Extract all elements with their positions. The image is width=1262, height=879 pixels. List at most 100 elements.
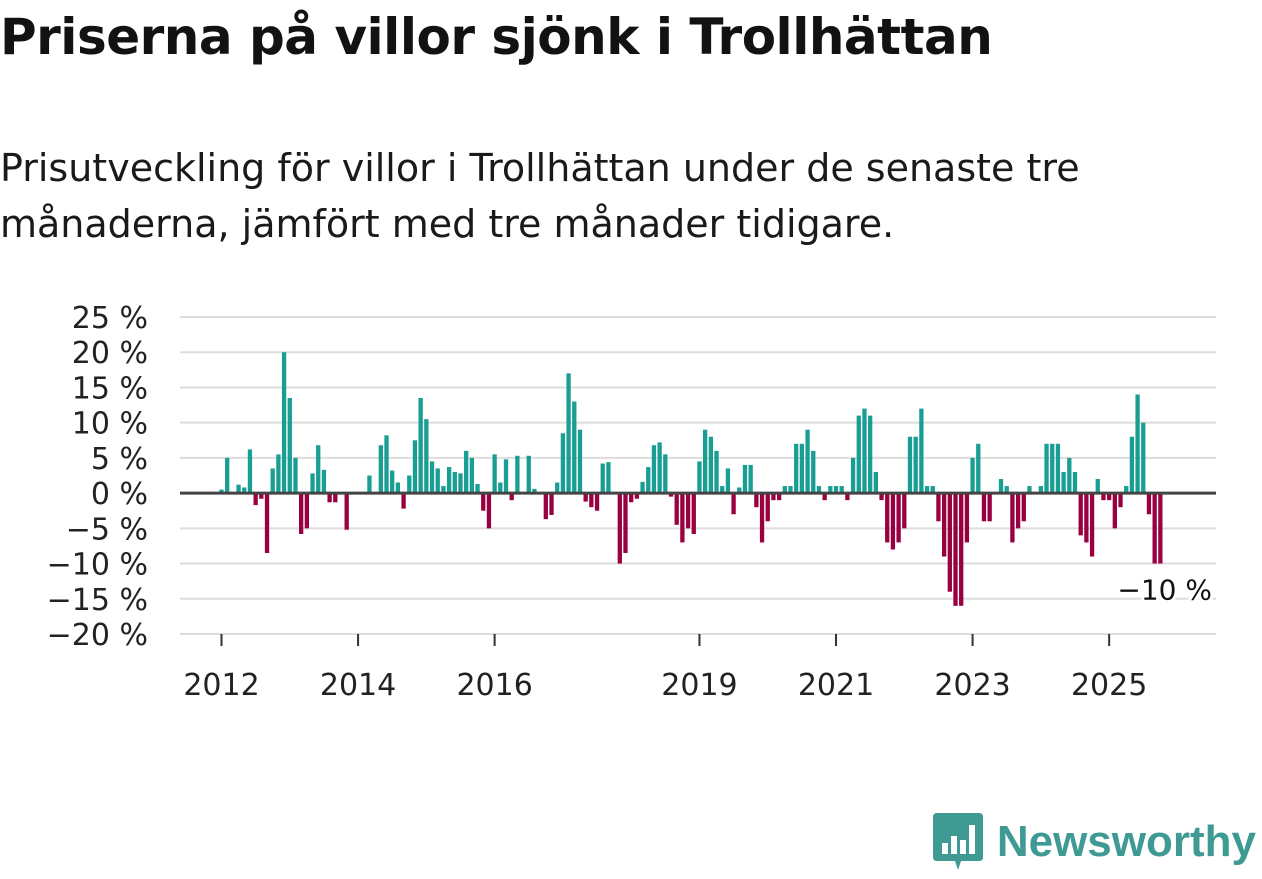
bar bbox=[1038, 486, 1044, 494]
bar bbox=[936, 493, 941, 522]
x-tick-label: 2019 bbox=[661, 668, 737, 703]
bar bbox=[242, 487, 247, 494]
bar bbox=[879, 493, 884, 501]
bar bbox=[748, 464, 753, 494]
bar bbox=[492, 454, 497, 494]
bar bbox=[333, 493, 338, 503]
bar bbox=[1004, 486, 1009, 494]
y-tick-label: 10 % bbox=[72, 407, 148, 442]
y-tick-label: 15 % bbox=[72, 371, 148, 406]
bar bbox=[794, 443, 799, 494]
bar bbox=[811, 450, 816, 494]
bar bbox=[1141, 422, 1146, 494]
bar bbox=[281, 352, 287, 494]
bar bbox=[446, 467, 452, 494]
y-tick-label: −5 % bbox=[66, 512, 148, 547]
x-tick-label: 2023 bbox=[934, 668, 1010, 703]
bar bbox=[606, 462, 611, 494]
bar bbox=[1112, 493, 1117, 529]
x-tick-label: 2025 bbox=[1071, 668, 1147, 703]
bar bbox=[828, 486, 833, 494]
bar bbox=[651, 445, 657, 494]
bar bbox=[469, 457, 475, 494]
bar bbox=[1084, 493, 1089, 543]
x-axis: 2012 2014 2016 2019 2021 2023 2025 bbox=[180, 491, 1216, 703]
bar bbox=[1089, 493, 1095, 557]
bar bbox=[264, 493, 270, 553]
brand-name: Newsworthy bbox=[996, 817, 1256, 866]
bar bbox=[401, 493, 406, 509]
bar bbox=[594, 493, 600, 511]
bar bbox=[862, 408, 867, 494]
bar bbox=[913, 436, 918, 494]
bar bbox=[481, 493, 486, 511]
bar bbox=[833, 486, 839, 494]
bar bbox=[623, 493, 628, 553]
bar bbox=[276, 454, 281, 494]
bar bbox=[725, 468, 731, 494]
bar bbox=[765, 493, 770, 522]
bar bbox=[247, 449, 253, 494]
bar-chart: 25 %20 %15 %10 %5 %0 %−5 %−10 %−15 %−20 … bbox=[47, 301, 1216, 703]
bar bbox=[640, 481, 645, 494]
bar bbox=[941, 493, 947, 557]
bar bbox=[1010, 493, 1015, 543]
bar bbox=[902, 493, 907, 529]
bar bbox=[543, 493, 548, 520]
bar bbox=[708, 436, 713, 494]
bar bbox=[310, 473, 315, 494]
bar bbox=[299, 493, 304, 534]
bar bbox=[1146, 493, 1152, 515]
annotations: −10 % bbox=[1114, 571, 1215, 610]
bar bbox=[1050, 443, 1055, 494]
bar bbox=[1135, 394, 1140, 494]
x-tick-label: 2012 bbox=[183, 668, 259, 703]
bar bbox=[549, 493, 554, 515]
bar bbox=[1061, 471, 1066, 494]
bar bbox=[1015, 493, 1021, 529]
bar bbox=[998, 479, 1004, 494]
x-tick-label: 2014 bbox=[320, 668, 396, 703]
bar bbox=[321, 469, 327, 494]
bar bbox=[924, 486, 930, 494]
bar bbox=[316, 445, 321, 494]
bar bbox=[441, 486, 446, 494]
bar bbox=[498, 482, 503, 494]
bar bbox=[412, 440, 418, 494]
bar bbox=[668, 493, 674, 497]
bar bbox=[947, 493, 952, 592]
bar bbox=[458, 473, 463, 494]
bar bbox=[429, 461, 435, 494]
bar bbox=[418, 398, 423, 494]
bar bbox=[259, 493, 264, 499]
bars bbox=[219, 352, 1163, 606]
bar bbox=[703, 429, 708, 494]
bar bbox=[759, 493, 765, 543]
bar bbox=[1027, 486, 1032, 494]
bar bbox=[464, 450, 469, 494]
brand-logo: Newsworthy bbox=[931, 813, 1256, 871]
bar bbox=[981, 493, 987, 522]
y-tick-label: 5 % bbox=[91, 442, 148, 477]
bar bbox=[486, 493, 492, 529]
bar bbox=[720, 486, 725, 494]
y-tick-label: −15 % bbox=[47, 583, 148, 618]
bar bbox=[589, 493, 594, 508]
bar bbox=[270, 468, 275, 494]
bar bbox=[976, 443, 981, 494]
bar bbox=[572, 401, 577, 494]
bar bbox=[253, 493, 258, 506]
bar bbox=[776, 493, 782, 501]
bar bbox=[850, 457, 856, 494]
bar bbox=[1158, 493, 1163, 564]
bar bbox=[515, 455, 520, 494]
bar bbox=[964, 493, 970, 543]
bar bbox=[657, 442, 662, 494]
bar bbox=[731, 493, 736, 515]
bar bbox=[839, 486, 844, 494]
bar bbox=[663, 454, 668, 494]
bar bbox=[970, 457, 975, 494]
bar bbox=[344, 493, 349, 530]
bar bbox=[646, 467, 651, 494]
bar bbox=[424, 419, 429, 494]
